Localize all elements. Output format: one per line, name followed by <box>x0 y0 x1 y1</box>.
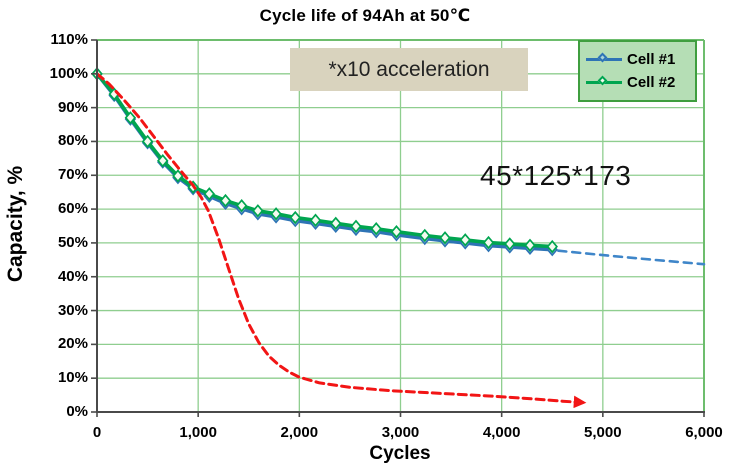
acceleration-annotation: *x10 acceleration <box>290 48 528 91</box>
y-tick-label: 20% <box>57 335 88 353</box>
y-tick-label: 60% <box>57 200 88 218</box>
legend-label-cell1: Cell #1 <box>627 50 676 68</box>
y-tick-label: 10% <box>57 369 88 387</box>
legend-label-cell2: Cell #2 <box>627 74 676 92</box>
x-tick-label: 4,000 <box>482 424 521 441</box>
y-tick-label: 70% <box>57 166 88 184</box>
legend-item-cell1: Cell #1 <box>586 51 689 68</box>
y-axis-title: Capacity, % <box>4 165 27 283</box>
x-tick-label: 2,000 <box>280 424 319 441</box>
chart-title: Cycle life of 94Ah at 50℃ <box>259 6 471 25</box>
series-cell-1-projection <box>556 249 706 266</box>
series-cell-2 <box>91 67 558 254</box>
y-tick-label: 0% <box>66 403 88 420</box>
y-tick-label: 90% <box>57 98 88 116</box>
y-tick-label: 80% <box>57 132 88 150</box>
cell1-line-marker-icon <box>586 52 622 66</box>
cell-dimensions-annotation: 45*125*173 <box>480 160 632 191</box>
x-tick-label: 6,000 <box>685 424 723 441</box>
tick-marks <box>91 39 705 417</box>
x-tick-label: 5,000 <box>584 424 622 441</box>
legend-item-cell2: Cell #2 <box>586 74 689 91</box>
x-axis-title: Cycles <box>369 443 431 464</box>
y-tick-label: 100% <box>49 64 88 82</box>
y-tick-label: 110% <box>50 31 88 48</box>
chart-legend: Cell #1 Cell #2 <box>578 40 697 102</box>
x-tick-label: 3,000 <box>381 424 420 441</box>
y-tick-label: 50% <box>57 233 88 251</box>
y-tick-label: 30% <box>57 301 88 319</box>
x-tick-label: 0 <box>92 424 102 441</box>
x-tick-label: 1,000 <box>179 424 217 441</box>
series-x10-accelerated-degradation <box>95 72 587 409</box>
y-tick-label: 40% <box>57 267 88 285</box>
cell2-line-marker-icon <box>586 75 622 89</box>
